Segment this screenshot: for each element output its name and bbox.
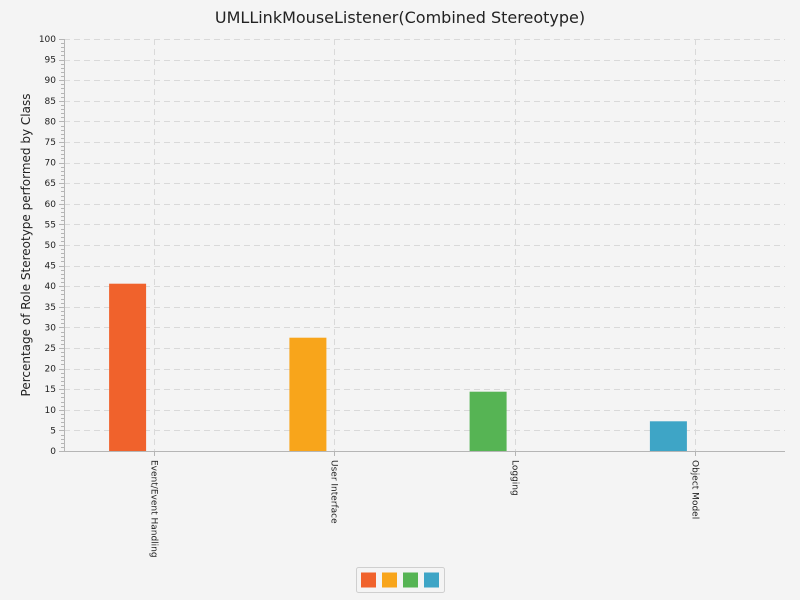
y-tick-label: 15 xyxy=(45,385,56,395)
y-tick-label: 40 xyxy=(45,282,57,292)
x-tick-label: Logging xyxy=(510,460,520,496)
bar xyxy=(289,337,327,451)
bars xyxy=(109,283,687,451)
bar xyxy=(649,421,687,451)
y-tick-label: 60 xyxy=(45,200,57,210)
y-axis-label: Percentage of Role Stereotype performed … xyxy=(19,94,33,397)
grid xyxy=(64,39,785,451)
bar xyxy=(109,283,147,451)
legend-swatch xyxy=(382,572,397,588)
y-tick-label: 55 xyxy=(45,220,56,230)
y-tick-label: 95 xyxy=(45,56,56,66)
legend-swatch xyxy=(424,572,439,588)
y-tick-label: 70 xyxy=(45,159,57,169)
y-tick-label: 10 xyxy=(45,406,57,416)
y-tick-label: 80 xyxy=(45,117,57,127)
y-tick-label: 20 xyxy=(45,365,57,375)
y-tick-label: 75 xyxy=(45,138,56,148)
chart-title: UMLLinkMouseListener(Combined Stereotype… xyxy=(215,8,585,27)
y-tick-label: 45 xyxy=(45,262,56,272)
y-tick-label: 85 xyxy=(45,97,56,107)
axes: 0 5 10 15 20 25 30 35 40 45 50 55 60 65 70 75 80 85 90 95 10… xyxy=(39,35,785,558)
x-tick-label: User Interface xyxy=(329,460,339,524)
y-tick-label: 100 xyxy=(39,35,56,45)
y-tick-label: 65 xyxy=(45,179,56,189)
y-tick-label: 30 xyxy=(45,323,57,333)
legend-swatch xyxy=(361,572,376,588)
y-tick-label: 50 xyxy=(45,241,57,251)
legend-swatch xyxy=(403,572,418,588)
y-tick-label: 90 xyxy=(45,76,57,86)
bar xyxy=(469,391,507,451)
x-tick-label: Event/Event Handling xyxy=(149,460,159,558)
y-tick-label: 25 xyxy=(45,344,56,354)
y-tick-label: 35 xyxy=(45,303,56,313)
x-tick-label: Object Model xyxy=(690,460,700,519)
legend xyxy=(356,567,445,593)
y-tick-label: 5 xyxy=(50,426,56,436)
y-tick-label: 0 xyxy=(50,447,56,457)
legend-frame xyxy=(356,567,445,593)
